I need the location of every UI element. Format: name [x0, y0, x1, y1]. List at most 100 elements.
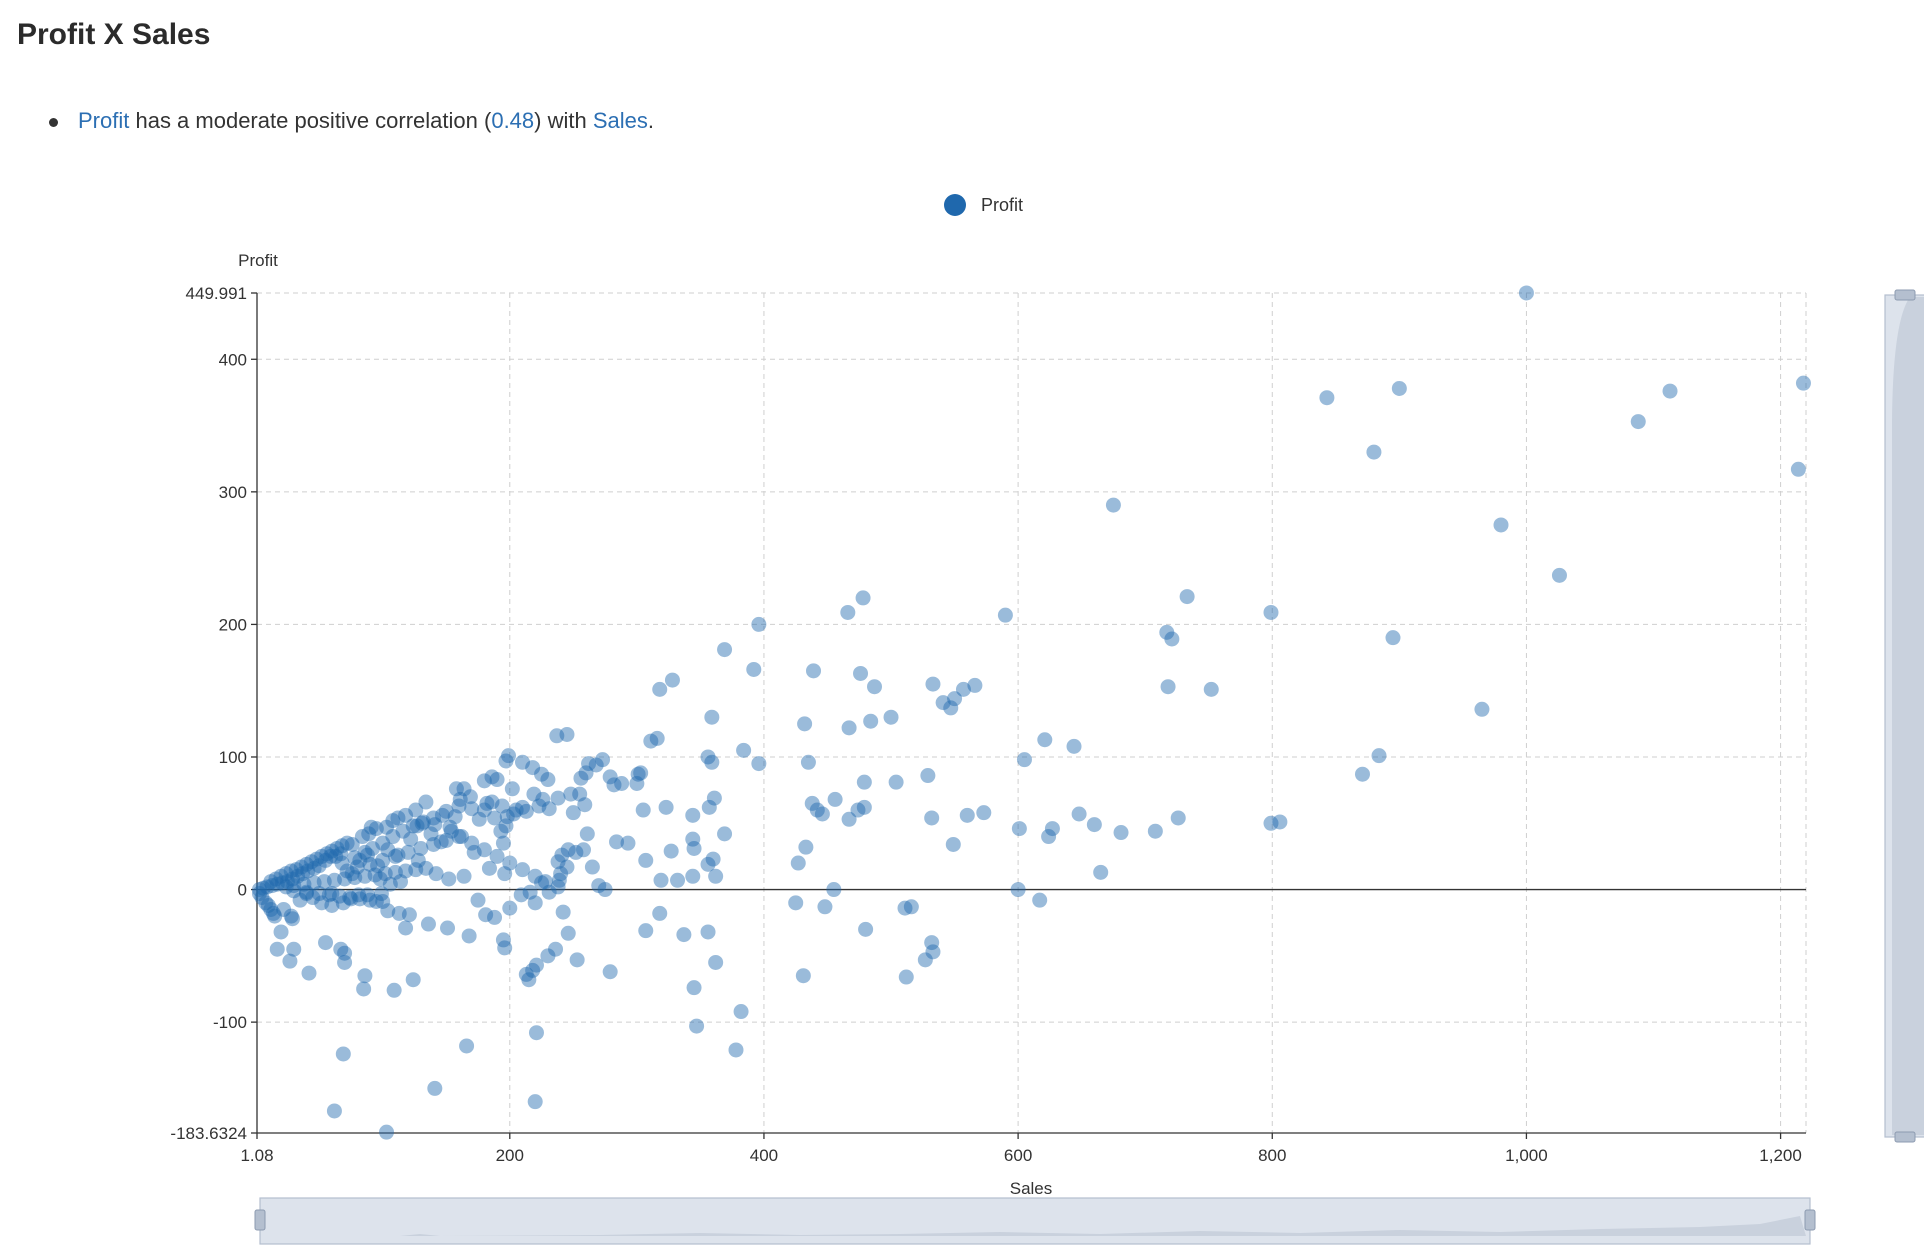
data-point[interactable]	[347, 850, 363, 866]
data-point[interactable]	[751, 756, 767, 772]
data-point[interactable]	[390, 810, 406, 826]
y-zoom-handle-top[interactable]	[1894, 289, 1916, 301]
data-point[interactable]	[504, 781, 520, 797]
data-point[interactable]	[548, 941, 564, 957]
data-point[interactable]	[298, 856, 314, 872]
data-point[interactable]	[452, 791, 468, 807]
data-point[interactable]	[513, 887, 529, 903]
data-point[interactable]	[385, 813, 401, 829]
data-point[interactable]	[1203, 681, 1219, 697]
data-point[interactable]	[459, 1038, 475, 1054]
data-point[interactable]	[487, 810, 503, 826]
data-point[interactable]	[652, 681, 668, 697]
data-point[interactable]	[581, 756, 597, 772]
data-point[interactable]	[569, 952, 585, 968]
data-point[interactable]	[298, 884, 314, 900]
data-point[interactable]	[550, 790, 566, 806]
data-point[interactable]	[466, 844, 482, 860]
data-point[interactable]	[489, 848, 505, 864]
data-point[interactable]	[924, 810, 940, 826]
data-point[interactable]	[588, 757, 604, 773]
data-point[interactable]	[337, 871, 353, 887]
data-point[interactable]	[344, 836, 360, 852]
data-point[interactable]	[888, 774, 904, 790]
data-point[interactable]	[717, 642, 733, 658]
data-point[interactable]	[540, 948, 556, 964]
data-point[interactable]	[704, 709, 720, 725]
data-point[interactable]	[328, 848, 344, 864]
data-point[interactable]	[795, 968, 811, 984]
data-point[interactable]	[418, 794, 434, 810]
data-point[interactable]	[442, 819, 458, 835]
data-point[interactable]	[295, 866, 311, 882]
data-point[interactable]	[415, 814, 431, 830]
data-point[interactable]	[528, 1025, 544, 1041]
data-point[interactable]	[410, 852, 426, 868]
data-point[interactable]	[413, 840, 429, 856]
data-point[interactable]	[534, 875, 550, 891]
data-point[interactable]	[814, 806, 830, 822]
data-point[interactable]	[541, 884, 557, 900]
data-point[interactable]	[286, 941, 302, 957]
data-point[interactable]	[638, 923, 654, 939]
y-zoom-handle-bottom[interactable]	[1894, 1131, 1916, 1143]
data-point[interactable]	[342, 890, 358, 906]
data-point[interactable]	[540, 772, 556, 788]
data-point[interactable]	[481, 860, 497, 876]
data-point[interactable]	[1160, 679, 1176, 695]
data-point[interactable]	[817, 899, 833, 915]
data-point[interactable]	[292, 892, 308, 908]
data-point[interactable]	[375, 835, 391, 851]
data-point[interactable]	[260, 897, 276, 913]
data-point[interactable]	[324, 843, 340, 859]
x-zoom-track[interactable]	[259, 1197, 1811, 1245]
data-point[interactable]	[788, 895, 804, 911]
data-point[interactable]	[1179, 589, 1195, 605]
data-point[interactable]	[379, 819, 395, 835]
data-point[interactable]	[806, 663, 822, 679]
legend-marker-profit[interactable]	[944, 194, 966, 216]
data-point[interactable]	[391, 905, 407, 921]
data-point[interactable]	[362, 856, 378, 872]
data-point[interactable]	[620, 835, 636, 851]
data-point[interactable]	[451, 798, 467, 814]
data-point[interactable]	[527, 868, 543, 884]
data-point[interactable]	[855, 590, 871, 606]
data-point[interactable]	[428, 866, 444, 882]
data-point[interactable]	[577, 797, 593, 813]
data-point[interactable]	[453, 829, 469, 845]
data-point[interactable]	[400, 844, 416, 860]
data-point[interactable]	[686, 980, 702, 996]
data-point[interactable]	[1319, 390, 1335, 406]
data-point[interactable]	[947, 691, 963, 707]
data-point[interactable]	[398, 920, 414, 936]
data-point[interactable]	[1044, 821, 1060, 837]
data-point[interactable]	[489, 772, 505, 788]
data-point[interactable]	[385, 829, 401, 845]
data-point[interactable]	[254, 890, 270, 906]
data-point[interactable]	[298, 886, 314, 902]
data-point[interactable]	[314, 848, 330, 864]
data-point[interactable]	[501, 748, 517, 764]
data-point[interactable]	[633, 765, 649, 781]
data-point[interactable]	[1551, 567, 1567, 583]
data-point[interactable]	[347, 870, 363, 886]
data-point[interactable]	[708, 868, 724, 884]
data-point[interactable]	[434, 807, 450, 823]
data-point[interactable]	[282, 953, 298, 969]
data-point[interactable]	[273, 924, 289, 940]
data-point[interactable]	[403, 831, 419, 847]
data-point[interactable]	[917, 952, 933, 968]
data-point[interactable]	[283, 863, 299, 879]
data-point[interactable]	[559, 726, 575, 742]
data-point[interactable]	[1790, 461, 1806, 477]
data-point[interactable]	[804, 795, 820, 811]
data-point[interactable]	[514, 862, 530, 878]
data-point[interactable]	[368, 893, 384, 909]
data-point[interactable]	[470, 892, 486, 908]
data-point[interactable]	[883, 709, 899, 725]
data-point[interactable]	[286, 878, 302, 894]
data-point[interactable]	[427, 817, 443, 833]
data-point[interactable]	[375, 893, 391, 909]
data-point[interactable]	[414, 815, 430, 831]
